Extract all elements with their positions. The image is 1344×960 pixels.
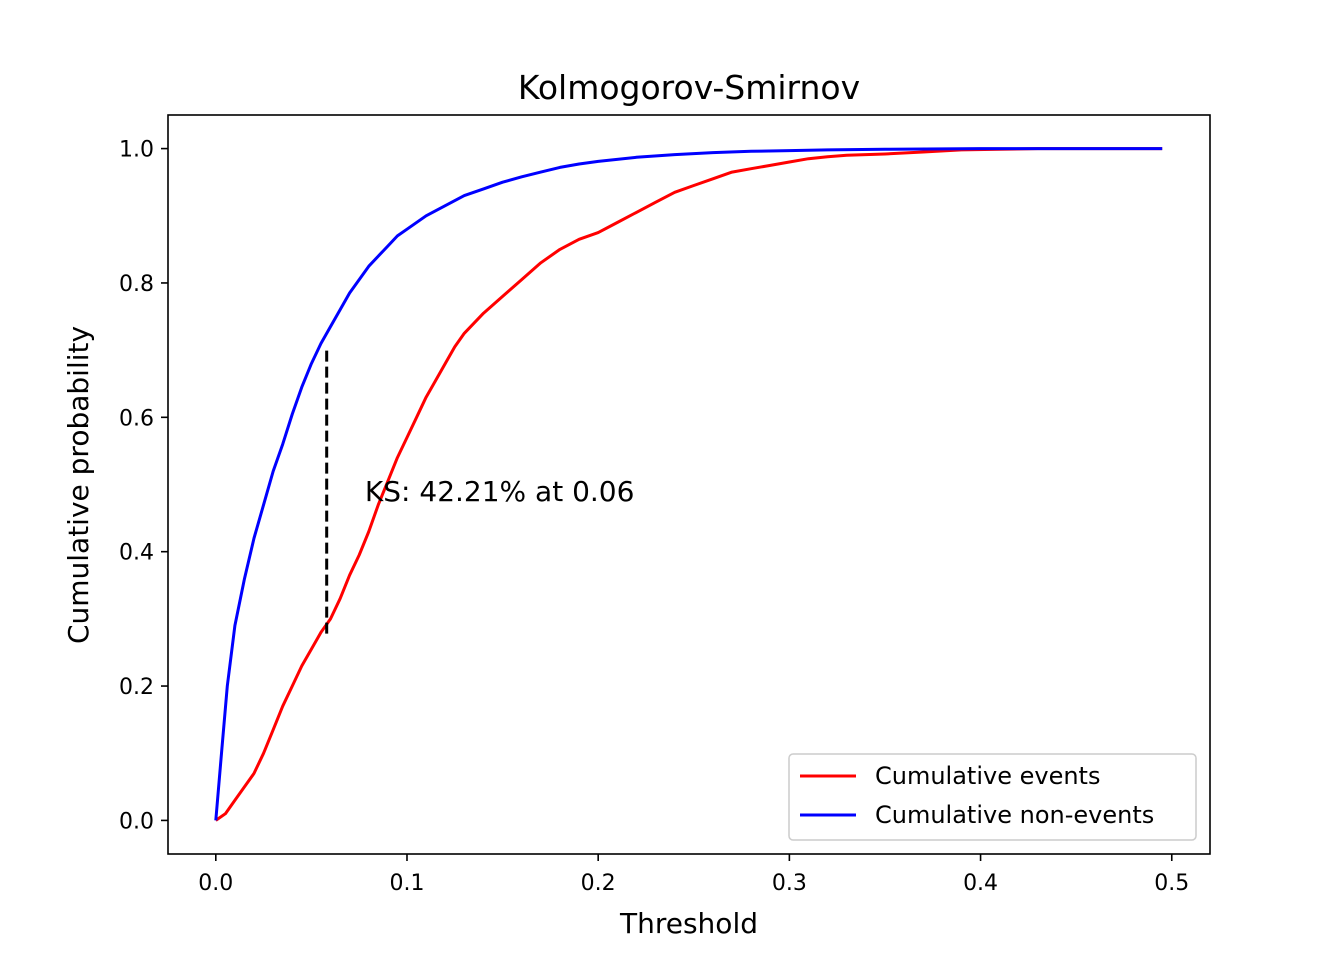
x-tick-label: 0.5 (1154, 871, 1189, 896)
legend-box (788, 753, 1197, 841)
x-axis-label: Threshold (619, 907, 758, 940)
series-layer (214, 147, 1163, 822)
x-tick-label: 0.2 (581, 871, 616, 896)
y-tick-label: 0.4 (119, 541, 154, 566)
x-axis-ticks: 0.0 0.1 0.2 0.3 0.4 0.5 (198, 854, 1189, 896)
plot-frame (167, 114, 1211, 855)
series-line-cumulative-events (214, 147, 1163, 822)
y-tick-label: 0.2 (119, 675, 154, 700)
x-tick-label: 0.0 (198, 871, 233, 896)
ks-annotation: KS: 42.21% at 0.06 (365, 475, 635, 508)
series-line-cumulative-non-events (214, 147, 1163, 821)
chart-title: Kolmogorov-Smirnov (518, 68, 860, 107)
y-tick-label: 1.0 (119, 138, 154, 163)
x-tick-label: 0.4 (963, 871, 998, 896)
y-tick-label: 0.0 (119, 809, 154, 834)
y-axis-ticks: 0.0 0.2 0.4 0.6 0.8 1.0 (119, 138, 168, 834)
legend-label-events: Cumulative events (875, 762, 1100, 790)
y-axis-label: Cumulative probability (62, 326, 95, 644)
legend: Cumulative events Cumulative non-events (788, 753, 1197, 841)
y-tick-label: 0.6 (119, 406, 154, 431)
x-tick-label: 0.3 (772, 871, 807, 896)
y-tick-label: 0.8 (119, 272, 154, 297)
x-tick-label: 0.1 (389, 871, 424, 896)
legend-label-non-events: Cumulative non-events (875, 801, 1154, 829)
